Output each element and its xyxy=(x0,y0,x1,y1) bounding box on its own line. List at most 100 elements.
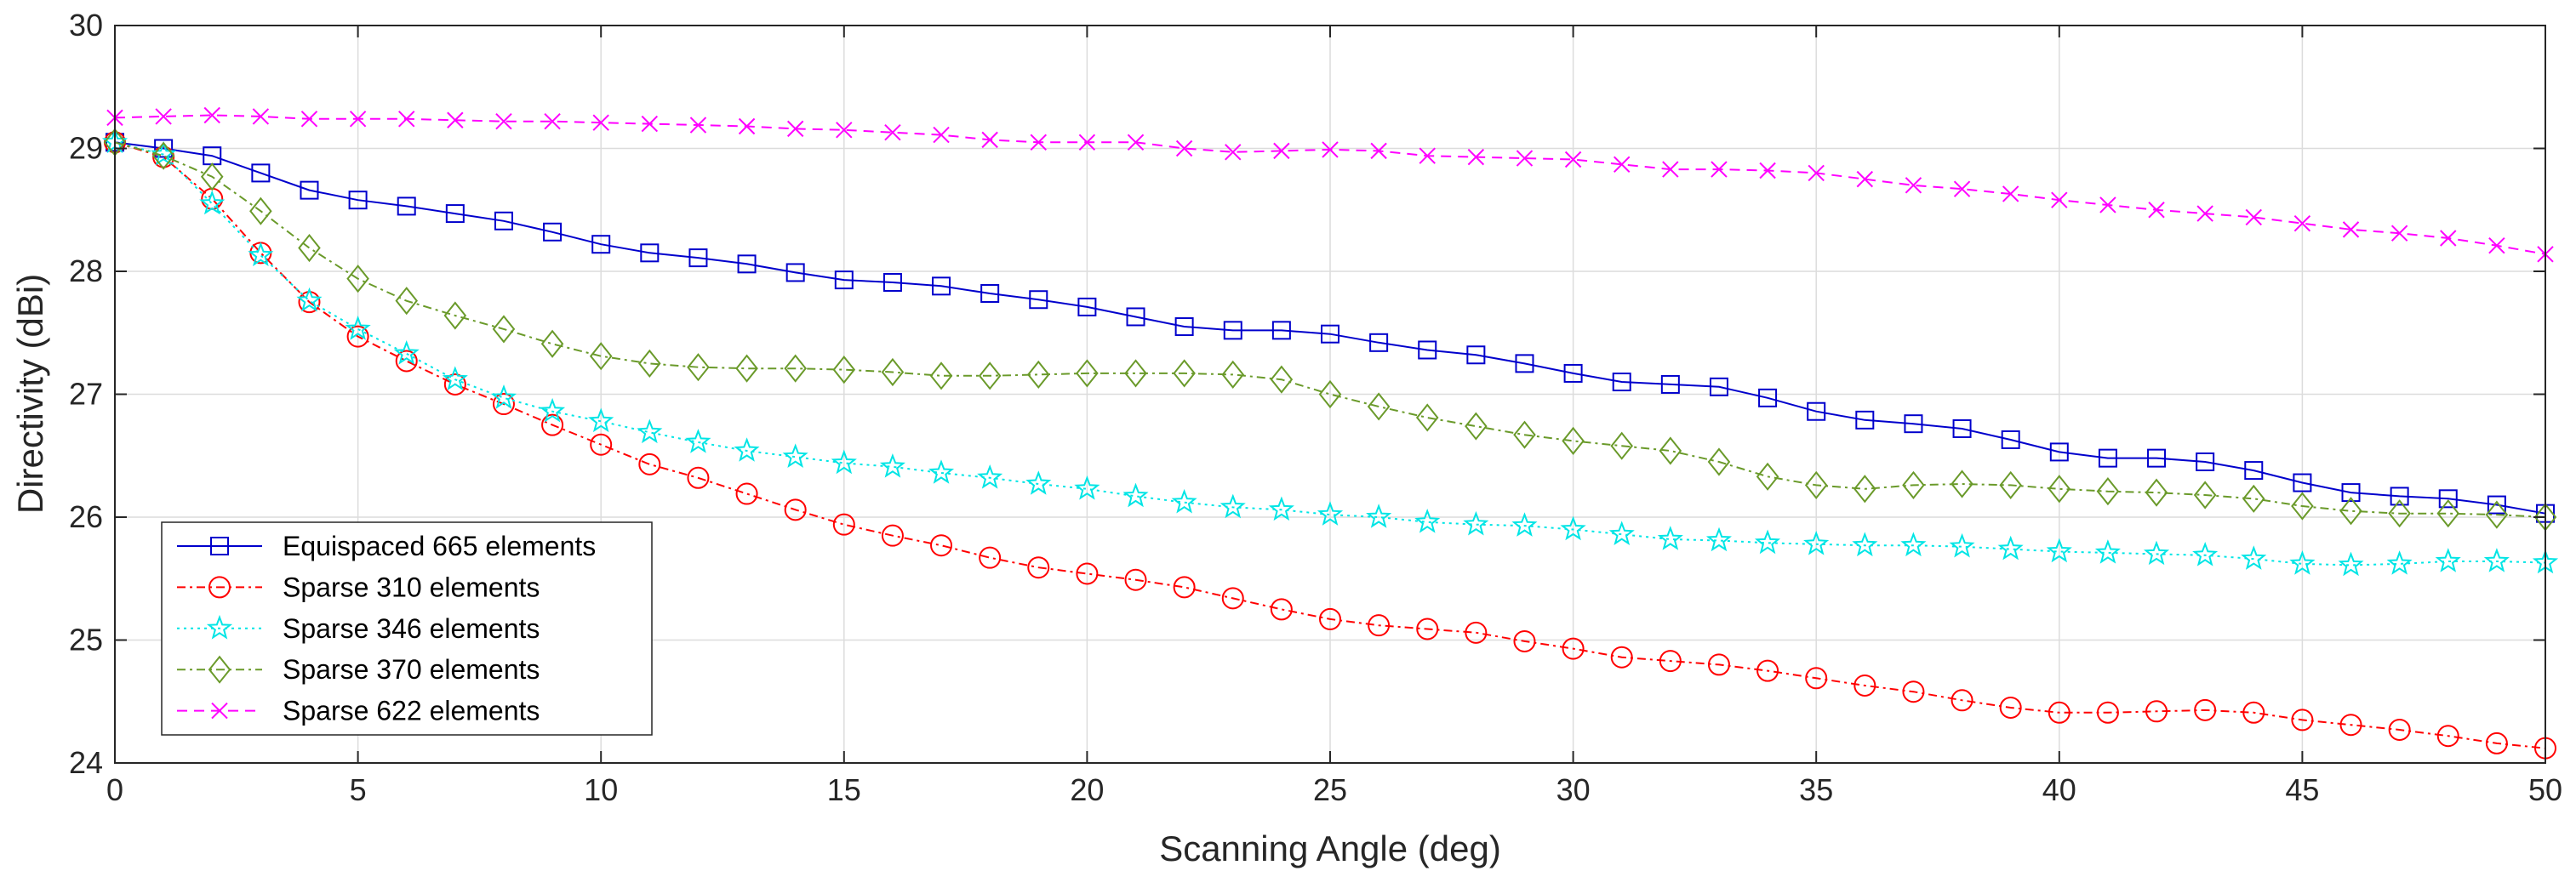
data-point xyxy=(1515,354,1534,373)
x-marker-stroke xyxy=(2488,236,2505,254)
data-point xyxy=(346,265,369,293)
data-point xyxy=(492,315,516,344)
data-point xyxy=(249,196,272,225)
data-point xyxy=(1999,470,2022,500)
x-tick-label: 5 xyxy=(350,772,367,807)
y-tick-label: 27 xyxy=(69,377,103,412)
data-point xyxy=(2289,550,2316,575)
x-marker-stroke xyxy=(211,702,228,720)
data-point xyxy=(1852,532,1878,557)
data-point xyxy=(1124,359,1147,388)
data-point xyxy=(1902,470,1925,500)
y-tick-label: 26 xyxy=(69,499,103,534)
data-point xyxy=(836,122,853,139)
data-point xyxy=(1516,150,1534,167)
data-point xyxy=(2341,483,2361,503)
x-marker-stroke xyxy=(2099,196,2116,213)
x-marker-stroke xyxy=(738,117,756,135)
data-point xyxy=(2002,185,2019,202)
data-point xyxy=(300,111,318,128)
data-point xyxy=(2390,225,2408,242)
data-point xyxy=(1953,180,1971,197)
data-point xyxy=(832,513,855,536)
data-point xyxy=(881,524,904,547)
data-point xyxy=(1758,388,1778,407)
data-point xyxy=(1610,431,1634,460)
data-point xyxy=(1466,345,1486,365)
data-point xyxy=(1074,475,1100,500)
x-marker-stroke xyxy=(300,111,318,128)
data-point xyxy=(1952,418,1972,438)
data-point xyxy=(296,287,323,312)
legend-label: Sparse 622 elements xyxy=(283,696,540,726)
data-point xyxy=(151,140,177,166)
x-tick-label: 0 xyxy=(106,772,123,807)
legend-item: Sparse 310 elements xyxy=(177,572,540,602)
data-point xyxy=(2241,545,2267,570)
x-marker-stroke xyxy=(1953,180,1971,197)
x-marker-stroke xyxy=(2148,202,2165,219)
data-point xyxy=(930,534,953,557)
data-point xyxy=(298,233,321,263)
x-tick-label: 40 xyxy=(2042,772,2076,807)
data-point xyxy=(734,437,760,462)
data-point xyxy=(252,108,270,125)
data-point xyxy=(1808,164,1825,182)
data-point xyxy=(1803,530,1830,555)
data-point xyxy=(738,117,756,135)
x-tick-label: 20 xyxy=(1070,772,1104,807)
data-point xyxy=(784,498,807,521)
x-marker-stroke xyxy=(1856,170,1874,188)
data-point xyxy=(2487,495,2506,515)
legend-marker xyxy=(208,576,231,599)
data-point xyxy=(540,329,564,358)
data-point xyxy=(929,361,953,390)
legend-label: Sparse 370 elements xyxy=(283,654,540,685)
data-point xyxy=(200,162,224,191)
data-point xyxy=(1513,420,1536,449)
data-point xyxy=(590,433,613,456)
data-point xyxy=(737,254,757,274)
data-point xyxy=(2390,487,2409,506)
data-point xyxy=(2338,551,2364,577)
data-point xyxy=(637,418,663,444)
y-tick-label: 24 xyxy=(69,745,103,780)
data-point xyxy=(2147,448,2167,468)
legend-marker xyxy=(206,614,233,640)
data-point xyxy=(346,325,369,348)
data-point xyxy=(687,466,710,489)
data-point xyxy=(1949,532,1975,558)
x-marker-stroke xyxy=(447,111,464,128)
data-point xyxy=(1268,496,1294,521)
data-point xyxy=(155,108,172,125)
x-marker-stroke xyxy=(1273,142,1290,160)
data-point xyxy=(687,353,710,382)
data-point xyxy=(2386,550,2413,575)
data-point xyxy=(2440,230,2457,247)
data-point xyxy=(2245,208,2262,226)
data-point xyxy=(641,115,659,133)
data-point xyxy=(1564,151,1582,168)
data-point xyxy=(1221,360,1245,389)
data-point xyxy=(786,120,804,138)
data-point xyxy=(345,316,371,340)
data-point xyxy=(980,284,1000,304)
data-point xyxy=(2435,548,2461,572)
x-marker-stroke xyxy=(1127,134,1145,151)
data-point xyxy=(2339,714,2362,737)
data-point xyxy=(1807,401,1826,421)
data-point xyxy=(300,180,319,200)
data-point xyxy=(1273,142,1290,160)
data-point xyxy=(640,243,660,263)
x-marker-stroke xyxy=(252,108,270,125)
data-point xyxy=(785,263,805,282)
data-point xyxy=(251,163,271,183)
data-point xyxy=(1951,689,1973,712)
x-marker-stroke xyxy=(1078,134,1096,151)
legend-box xyxy=(161,521,653,736)
data-point xyxy=(1173,359,1196,388)
data-point xyxy=(393,339,420,365)
data-point xyxy=(1223,321,1242,340)
data-point xyxy=(2096,701,2119,724)
